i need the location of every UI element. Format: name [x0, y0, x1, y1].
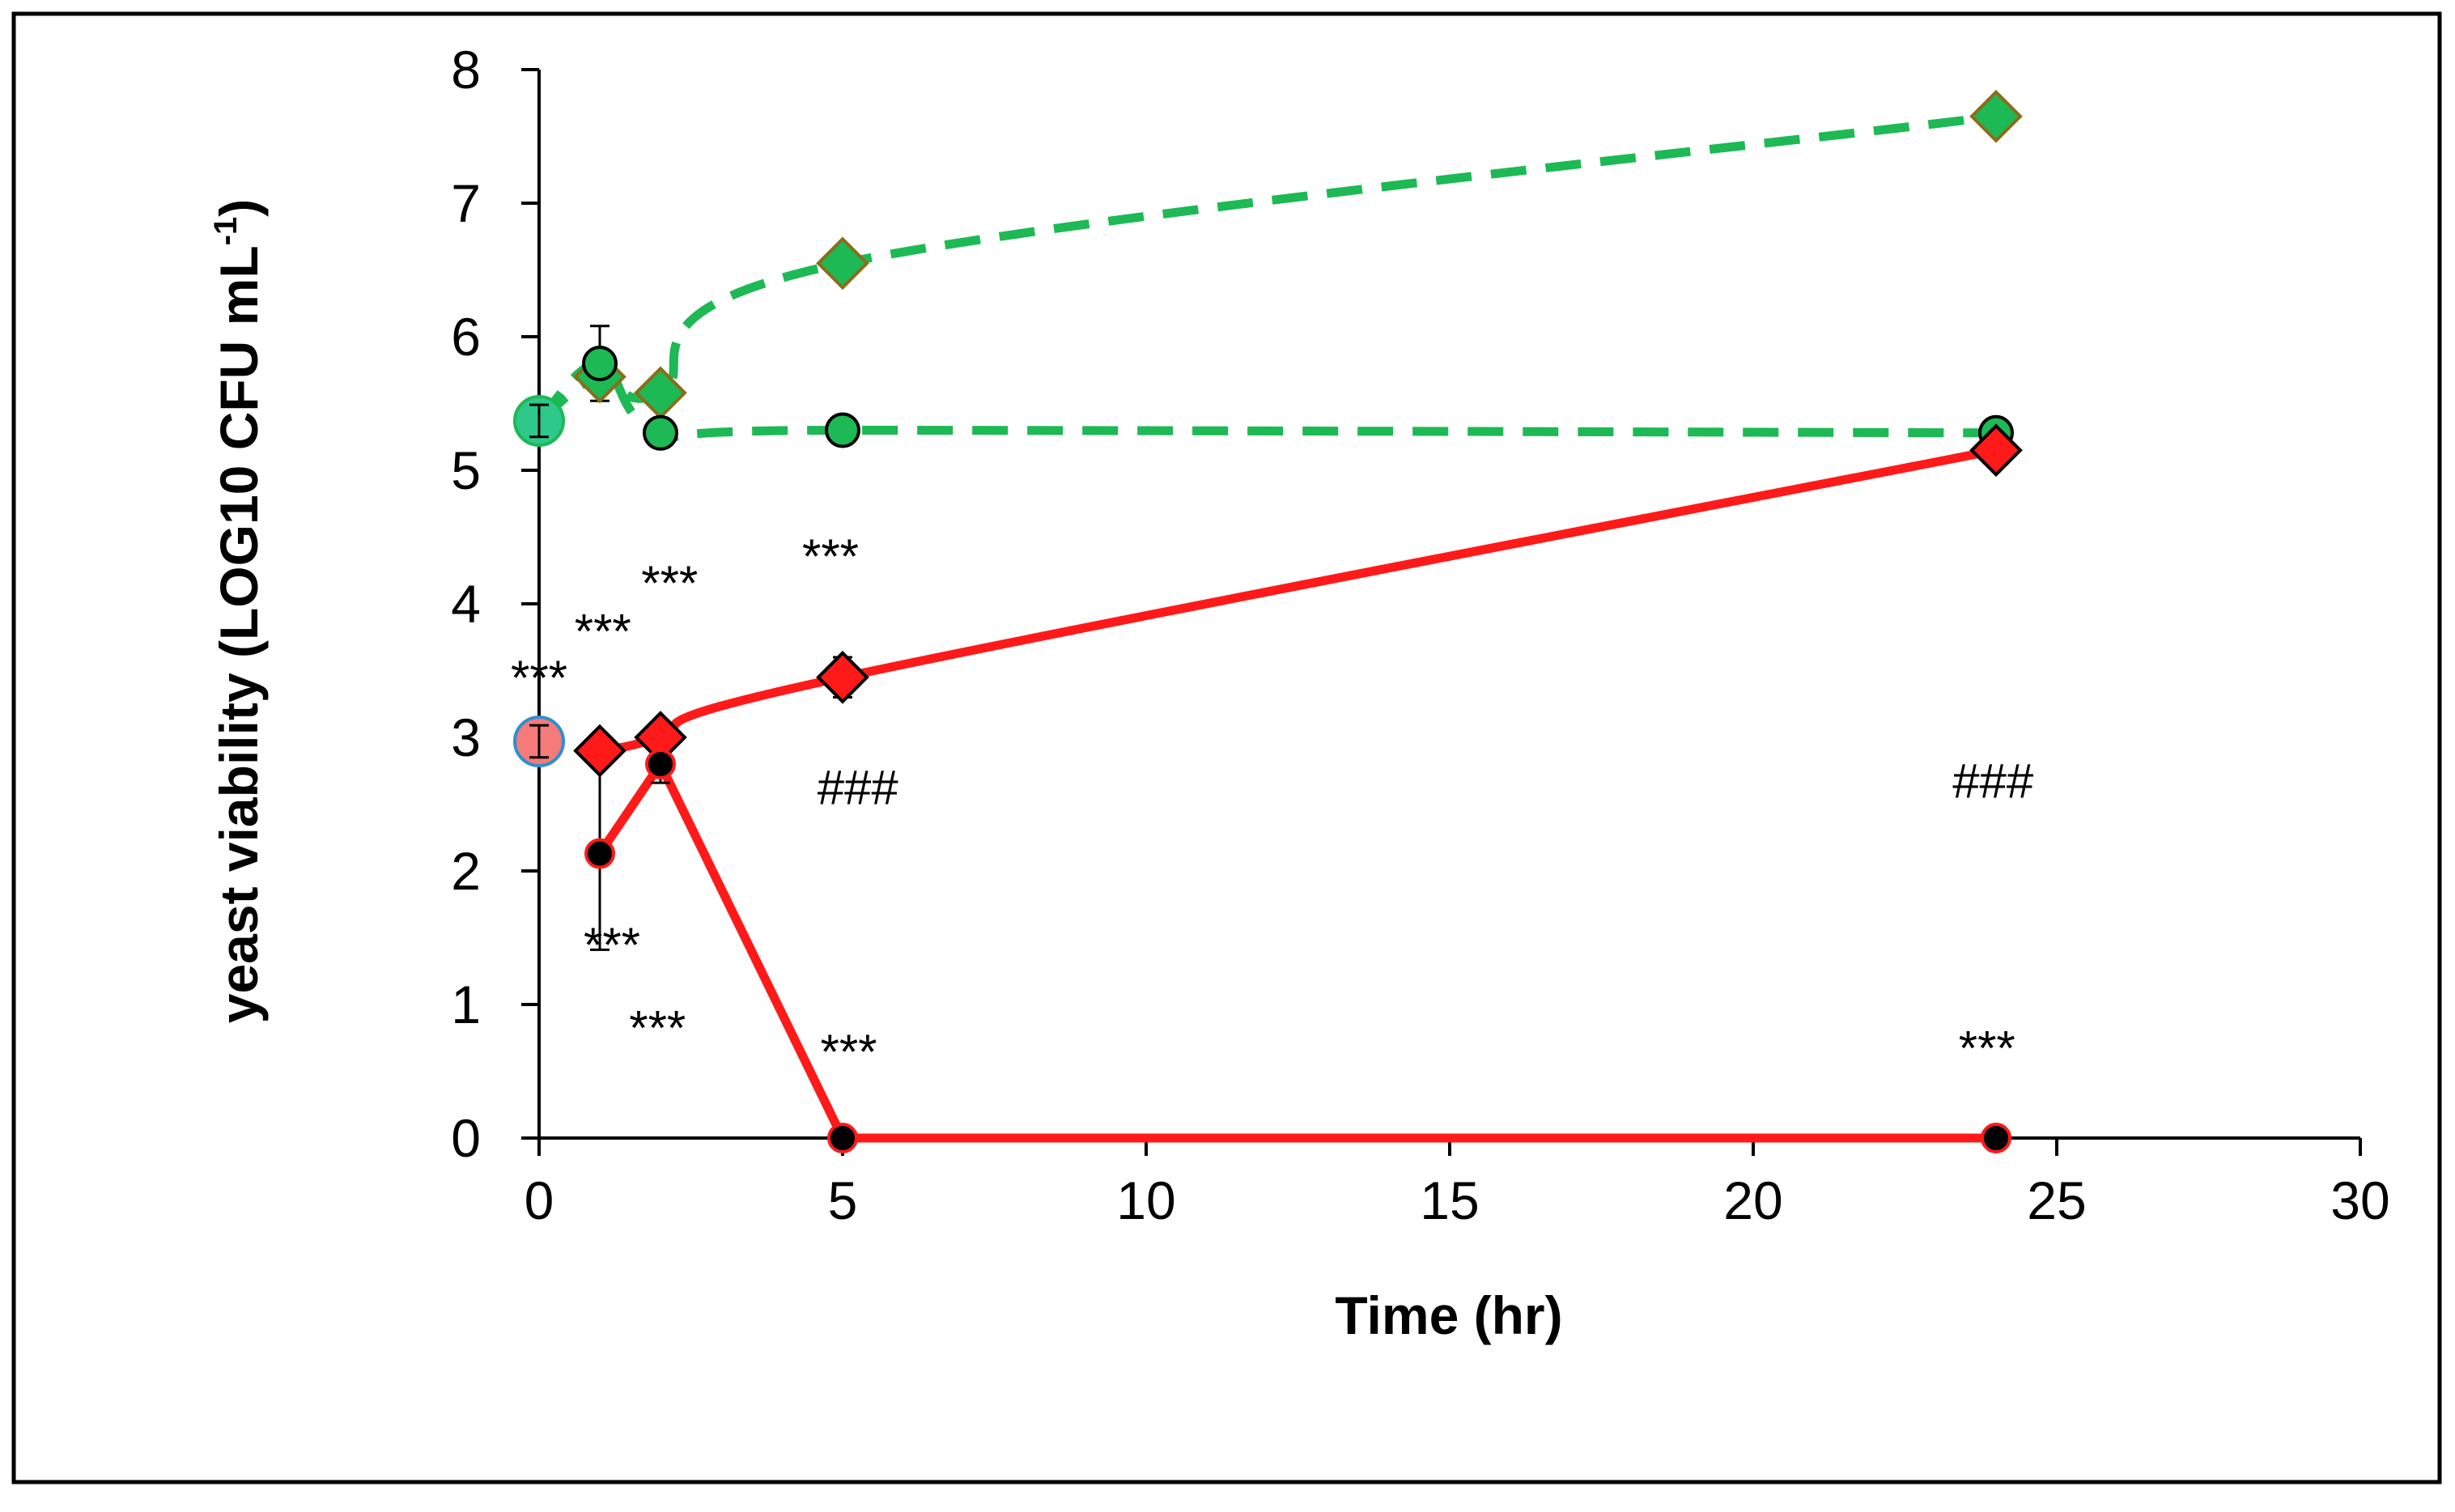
significance-annotation: ***	[820, 1025, 877, 1079]
y-tick-label: 1	[451, 975, 481, 1034]
green-diamond-marker	[1969, 89, 2023, 143]
x-tick-label: 10	[1116, 1170, 1175, 1230]
significance-annotation: ***	[802, 529, 859, 584]
figure-border	[11, 11, 2442, 1484]
y-tick-label: 5	[451, 440, 481, 500]
y-axis-label-superscript: -1	[208, 217, 244, 246]
significance-annotation: ###	[818, 761, 899, 815]
x-axis-label: Time (hr)	[1335, 1285, 1562, 1345]
annotations: ********* ***### ###****** *** ***	[511, 529, 2034, 1079]
y-tick-label: 8	[451, 40, 481, 100]
y-axis-label: yeast viability (LOG10 CFU mL-1)	[208, 199, 269, 1024]
significance-annotation: ***	[629, 1001, 686, 1055]
green-circle-marker	[582, 346, 618, 381]
x-tick-label: 15	[1420, 1170, 1479, 1230]
significance-annotation: ***	[511, 651, 567, 705]
x-tick-label: 0	[525, 1170, 554, 1230]
y-axis-label-close: )	[209, 199, 269, 217]
green-circle-line	[535, 359, 1997, 443]
y-tick-label: 6	[451, 307, 481, 367]
significance-annotation: ***	[584, 918, 640, 972]
y-tick-label: 3	[451, 707, 481, 767]
red-diamond-marker	[573, 724, 626, 778]
tick-labels: 0 5 10 15 20 25 30 0 1 2 3 4 5 6 7 8	[451, 40, 2389, 1230]
red-circle-marker	[1981, 1123, 2011, 1153]
green-circle-marker	[643, 414, 678, 451]
y-tick-label: 2	[451, 841, 481, 901]
y-axis-label-main: yeast viability (LOG10 CFU mL	[209, 245, 269, 1023]
y-tick-label: 7	[451, 173, 481, 233]
x-tick-label: 5	[828, 1170, 858, 1230]
series-markers	[513, 89, 2023, 1153]
red-diamond-marker	[816, 650, 869, 704]
red-circle-marker	[645, 749, 676, 779]
significance-annotation: ###	[1952, 754, 2034, 808]
significance-annotation: ***	[1959, 1021, 2015, 1075]
red-circle-line	[596, 759, 1996, 1143]
red-circle-marker	[584, 838, 615, 869]
significance-annotation: ***	[575, 604, 631, 658]
x-tick-label: 30	[2330, 1170, 2389, 1230]
green-diamond-marker	[816, 236, 869, 291]
y-tick-label: 0	[451, 1108, 481, 1168]
green-circle-marker	[825, 412, 860, 448]
red-diamond-marker	[1969, 423, 2023, 478]
significance-annotation: ***	[641, 556, 698, 610]
red-circle-marker	[827, 1123, 858, 1153]
x-tick-label: 20	[1723, 1170, 1782, 1230]
y-tick-label: 4	[451, 574, 481, 634]
x-tick-label: 25	[2027, 1170, 2086, 1230]
